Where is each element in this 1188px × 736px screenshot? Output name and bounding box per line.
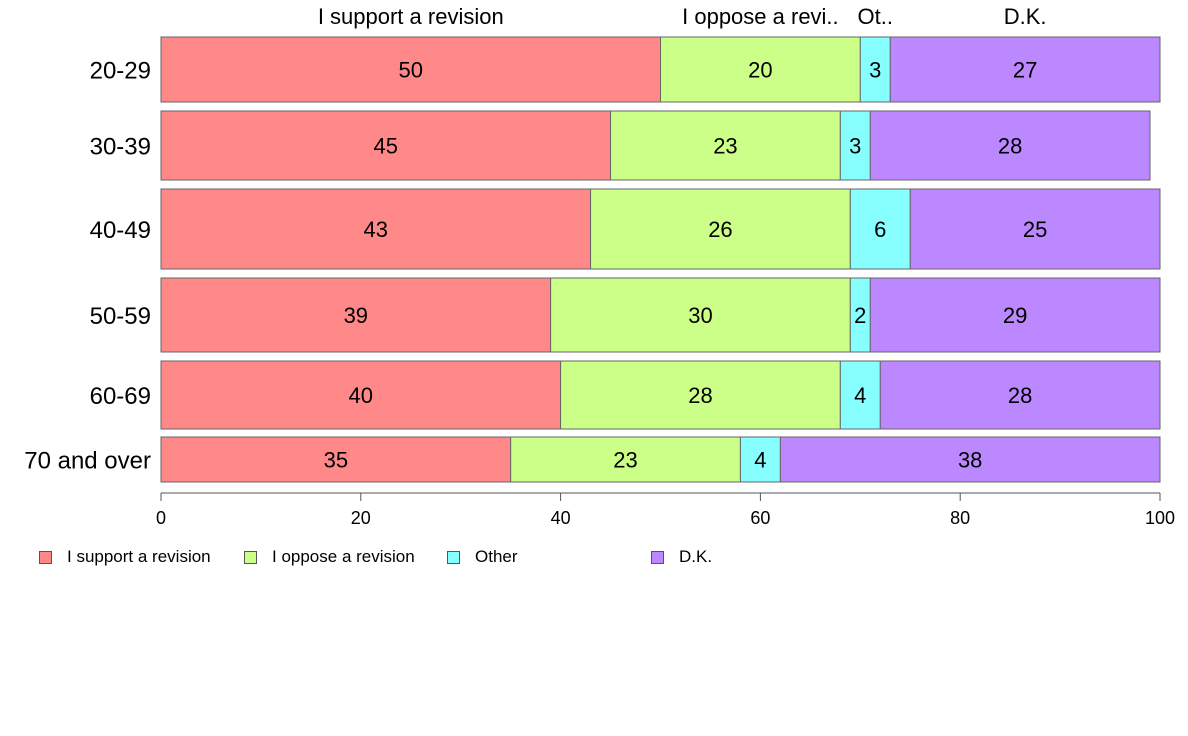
legend-swatch (447, 550, 460, 564)
bar-segment (160, 360, 562, 430)
data-label: 28 (688, 383, 712, 408)
bar-segment (160, 188, 592, 270)
legend-label: Other (475, 547, 518, 566)
legend-swatch (244, 550, 257, 564)
data-label: 29 (1003, 303, 1027, 328)
category-label: 50-59 (90, 303, 151, 330)
top-label: D.K. (1004, 4, 1047, 29)
data-label: 38 (958, 448, 982, 473)
data-label: 20 (748, 58, 772, 83)
data-label: 26 (708, 217, 732, 242)
bar-segment (739, 436, 781, 483)
x-tick-label: 60 (750, 508, 770, 528)
bar-segment (510, 436, 741, 483)
bar-segment (160, 436, 512, 483)
x-tick-label: 100 (1145, 508, 1175, 528)
top-label: I oppose a revi.. (682, 4, 839, 29)
bar-segment (839, 360, 881, 430)
bar-segment (859, 36, 891, 103)
data-label: 6 (874, 217, 886, 242)
legend-label: I oppose a revision (272, 547, 415, 566)
category-label: 30-39 (90, 134, 151, 161)
bar-segment (839, 110, 871, 181)
legend-item: Other (447, 545, 518, 569)
legend-item: I oppose a revision (244, 545, 415, 569)
data-label: 27 (1013, 58, 1037, 83)
top-label: I support a revision (318, 4, 504, 29)
x-tick-label: 80 (950, 508, 970, 528)
legend-swatch (39, 550, 52, 564)
x-tick-label: 20 (351, 508, 371, 528)
bar-segment (560, 360, 841, 430)
bar-segment (909, 188, 1161, 270)
legend-swatch (651, 550, 664, 564)
legend-item: I support a revision (39, 545, 211, 569)
bar-segment (160, 277, 552, 353)
bar-segment (879, 360, 1161, 430)
data-label: 39 (344, 303, 368, 328)
x-tick-label: 40 (551, 508, 571, 528)
data-label: 4 (754, 448, 766, 473)
data-label: 28 (1008, 383, 1032, 408)
data-label: 4 (854, 383, 866, 408)
data-label: 2 (854, 303, 866, 328)
bar-segment (160, 110, 612, 181)
data-label: 30 (688, 303, 712, 328)
data-label: 3 (869, 58, 881, 83)
data-label: 43 (364, 217, 388, 242)
bar-segment (660, 36, 861, 103)
category-label: 40-49 (90, 217, 151, 244)
data-label: 23 (713, 134, 737, 159)
bar-segment (869, 110, 1151, 181)
bar-segment (869, 277, 1161, 353)
data-label: 25 (1023, 217, 1047, 242)
data-label: 50 (399, 58, 423, 83)
data-label: 40 (349, 383, 373, 408)
legend-label: I support a revision (67, 547, 211, 566)
data-label: 45 (374, 134, 398, 159)
bar-segment (889, 36, 1161, 103)
category-label: 60-69 (90, 383, 151, 410)
data-label: 28 (998, 134, 1022, 159)
legend-label: D.K. (679, 547, 713, 566)
data-label: 3 (849, 134, 861, 159)
legend: I support a revision I oppose a revision O… (39, 545, 1139, 571)
legend-item: D.K. (651, 545, 712, 569)
bar-segment (590, 188, 851, 270)
x-tick-label: 0 (156, 508, 166, 528)
bar-segment (160, 36, 661, 103)
category-label: 20-29 (90, 58, 151, 85)
bar-segment (550, 277, 851, 353)
data-label: 35 (324, 448, 348, 473)
bar-segment (610, 110, 841, 181)
bar-segment (779, 436, 1161, 483)
top-label: Ot.. (858, 4, 893, 29)
data-label: 23 (613, 448, 637, 473)
category-label: 70 and over (24, 448, 151, 475)
